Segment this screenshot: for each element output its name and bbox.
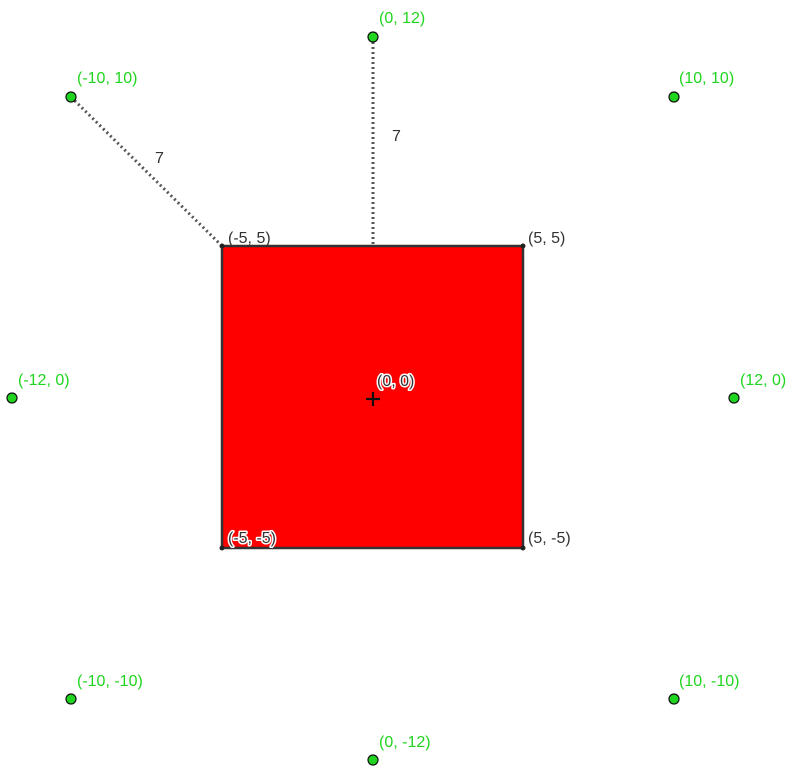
- point-10-neg10[interactable]: [668, 693, 680, 705]
- point-label-12-0: (12, 0): [740, 372, 786, 389]
- point-neg10-10[interactable]: [65, 91, 77, 103]
- corner-label-top-left: (-5, 5): [228, 230, 271, 247]
- corner-label-bottom-right: (5, -5): [528, 530, 571, 547]
- center-label: (0, 0): [377, 373, 414, 390]
- green-points: [6, 31, 740, 766]
- point-label-0-12: (0, 12): [379, 10, 425, 27]
- point-0-neg12[interactable]: [367, 754, 379, 766]
- point-label-10-10: (10, 10): [679, 70, 734, 87]
- point-neg12-0[interactable]: [6, 392, 18, 404]
- point-label-10-neg10: (10, -10): [679, 673, 739, 690]
- point-12-0[interactable]: [728, 392, 740, 404]
- point-label-0-neg12: (0, -12): [379, 734, 431, 751]
- vertex-bottom-left[interactable]: [219, 545, 225, 551]
- corner-label-bottom-left: (-5, -5): [228, 530, 276, 547]
- corner-label-top-right: (5, 5): [528, 230, 565, 247]
- point-label-neg10-neg10: (-10, -10): [77, 673, 143, 690]
- point-label-neg12-0: (-12, 0): [18, 372, 70, 389]
- point-10-10[interactable]: [668, 91, 680, 103]
- center-plus-icon: [366, 392, 380, 406]
- point-neg10-neg10[interactable]: [65, 693, 77, 705]
- point-0-12[interactable]: [367, 31, 379, 43]
- vertex-top-left[interactable]: [219, 243, 225, 249]
- dimension-line-top-left: [69, 95, 224, 248]
- point-label-neg10-10: (-10, 10): [77, 70, 137, 87]
- dimension-label-top: 7: [392, 128, 401, 145]
- vertex-bottom-right[interactable]: [520, 545, 526, 551]
- dimension-label-top-left: 7: [155, 150, 164, 167]
- vertex-top-right[interactable]: [520, 243, 526, 249]
